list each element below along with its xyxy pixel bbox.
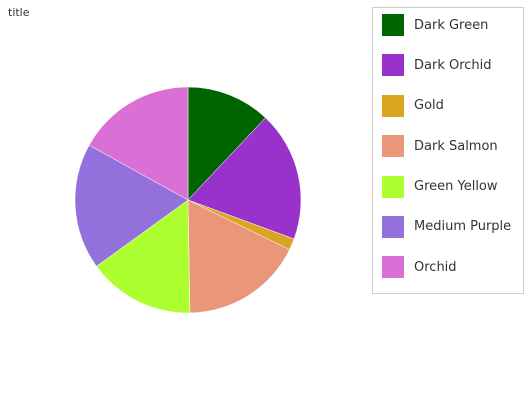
legend-swatch	[382, 256, 404, 279]
legend-label: Green Yellow	[414, 179, 498, 195]
legend-item-medium-purple: Medium Purple	[373, 215, 523, 238]
legend-item-orchid: Orchid	[373, 256, 523, 279]
chart-title: title	[8, 6, 30, 19]
legend-swatch	[382, 215, 404, 238]
legend-swatch	[382, 94, 404, 117]
legend-label: Dark Salmon	[414, 138, 498, 154]
legend-label: Gold	[414, 98, 444, 114]
legend-item-green-yellow: Green Yellow	[373, 175, 523, 198]
pie-slice-dark-salmon	[187, 199, 290, 314]
legend-item-gold: Gold	[373, 94, 523, 117]
legend-label: Orchid	[414, 259, 457, 275]
pie-slice-green-yellow	[96, 199, 191, 314]
legend-label: Dark Orchid	[414, 57, 492, 73]
pie-slice-dark-green	[187, 86, 266, 201]
pie-slice-dark-orchid	[187, 117, 302, 240]
pie-slice-orchid	[88, 86, 189, 201]
legend-swatch	[382, 14, 404, 36]
legend-swatch	[382, 175, 404, 198]
legend: Dark Green Dark Orchid Gold Dark Salmon Gree…	[372, 7, 524, 294]
legend-item-dark-orchid: Dark Orchid	[373, 54, 523, 77]
legend-swatch	[382, 135, 404, 158]
legend-label: Medium Purple	[414, 219, 512, 235]
legend-swatch	[382, 54, 404, 77]
legend-label: Dark Green	[414, 17, 489, 33]
legend-item-dark-green: Dark Green	[373, 14, 523, 36]
pie-slice-medium-purple	[74, 144, 189, 267]
legend-item-dark-salmon: Dark Salmon	[373, 135, 523, 158]
